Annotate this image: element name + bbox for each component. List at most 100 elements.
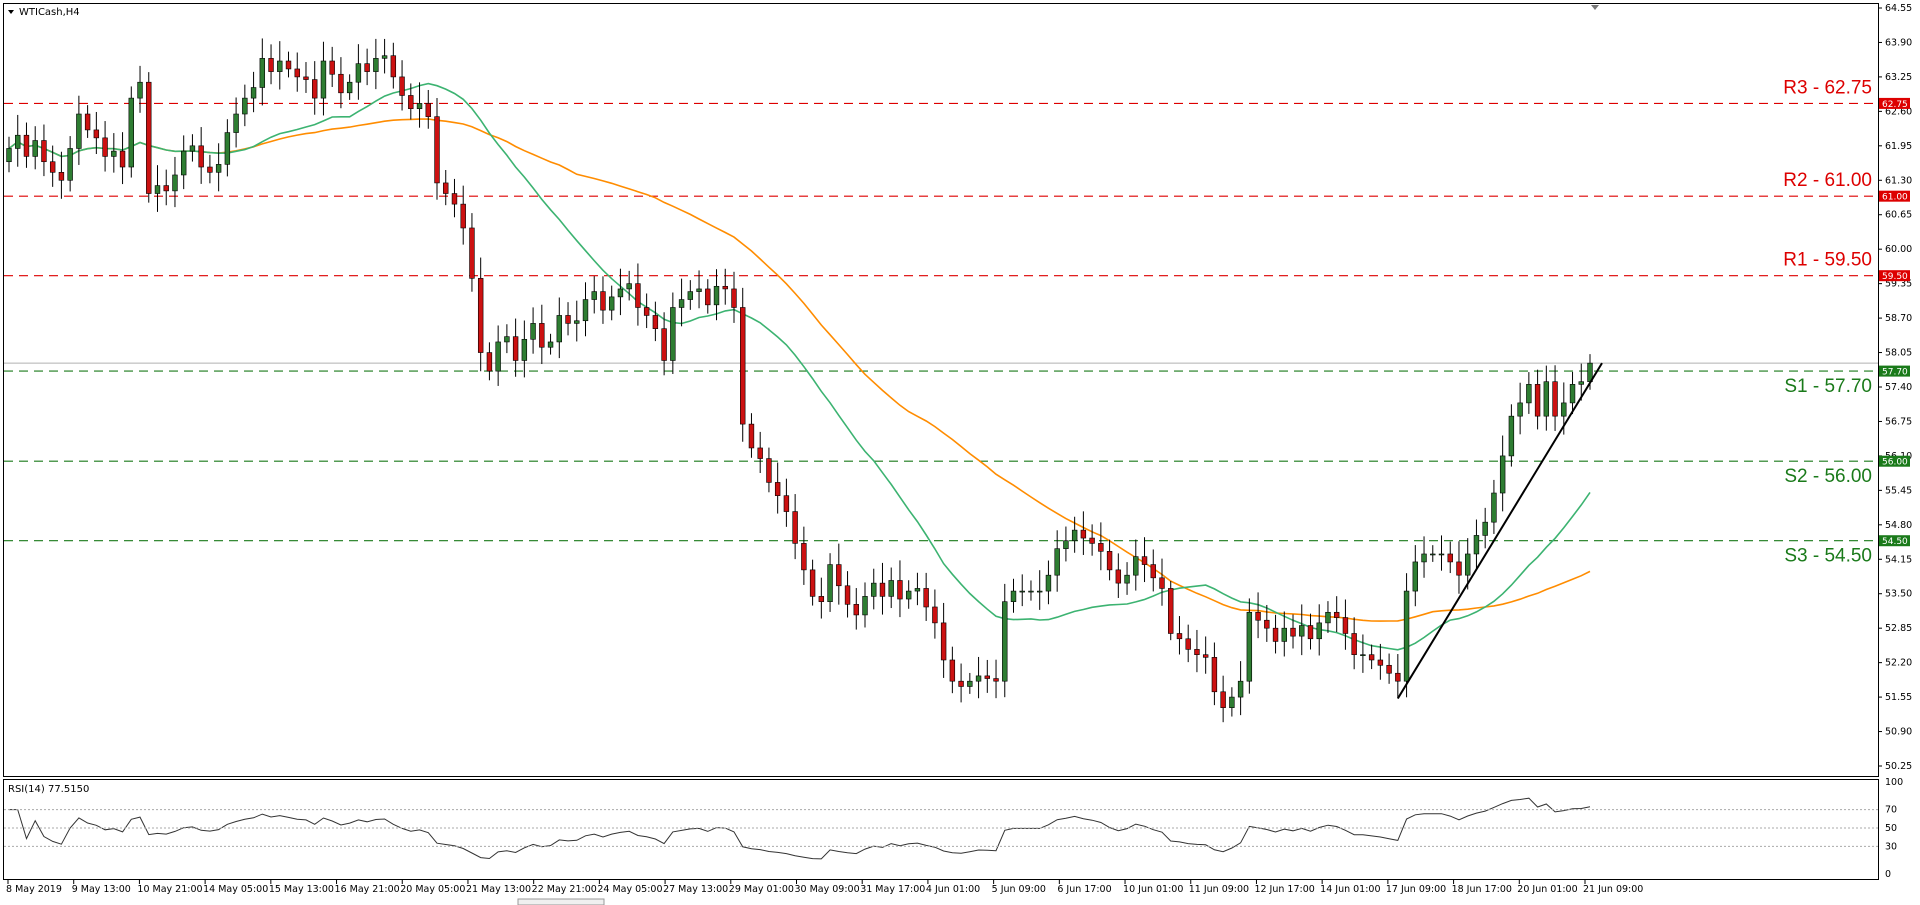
support-price-tag-text: 57.70 [1882,368,1908,378]
candle-body [1307,625,1314,640]
candle-body [303,76,309,80]
resistance-label: R2 - 61.00 [1783,170,1872,191]
candle [862,582,868,628]
candle [329,46,335,87]
candle [189,134,196,162]
trendline[interactable] [1396,362,1603,699]
time-tick-label: 20 May 05:00 [400,884,465,895]
candle [731,271,737,323]
candle-body [15,134,21,149]
candle [1456,541,1462,594]
price-tick-label: 50.90 [1885,727,1912,738]
candle [582,282,589,337]
candle-body [443,182,449,194]
candle-body [1386,664,1392,674]
candle [1080,511,1087,555]
time-tick-label: 5 Jun 09:00 [992,884,1046,895]
candle [198,127,204,184]
candle [722,268,728,305]
candle-body [355,63,362,83]
candle [1098,522,1104,571]
candle [102,121,108,172]
scrollbar-thumb[interactable] [517,898,605,905]
price-tick-label: 60.00 [1885,244,1912,255]
resistance-price-tag-text: 59.50 [1882,272,1908,282]
candle-body [1080,529,1087,539]
candle [678,278,685,327]
candle-body [460,203,466,229]
candle-body [984,675,991,679]
candle [940,602,947,678]
candle [277,41,283,90]
candle [119,132,126,185]
scroll-marker-icon[interactable] [1591,5,1599,10]
time-tick-label: 15 May 13:00 [269,884,334,895]
price-tick-label: 62.60 [1885,106,1912,117]
dropdown-arrow-icon[interactable] [8,10,14,14]
candle [1316,604,1322,656]
candle-body [1561,402,1567,417]
candle [451,178,458,218]
support-price-tag-text: 56.00 [1882,458,1908,468]
support-label: S3 - 54.50 [1784,546,1872,567]
candle [1351,617,1357,670]
price-tick-label: 63.90 [1885,37,1912,48]
candle [1552,365,1558,431]
candle-body [862,596,868,616]
candle [914,572,921,606]
candle-body [1159,577,1165,589]
candle [1447,541,1453,574]
candle-body [1150,564,1156,579]
candle [504,324,510,354]
candle [1054,530,1060,592]
candle [1430,545,1436,562]
candle [1202,636,1209,674]
candle-body [967,680,973,687]
candle [1255,592,1261,639]
candle [827,553,833,612]
candle-body [1185,638,1191,650]
candle [215,143,222,192]
time-tick-label: 16 May 21:00 [335,884,400,895]
candle-body [713,285,720,306]
candle [1124,562,1130,595]
candle-body [1202,654,1209,658]
candle-body [93,129,100,139]
candle [844,571,851,618]
candle [408,83,414,120]
price-tick-label: 57.40 [1885,382,1912,393]
candle-body [1019,590,1025,593]
candle-body [1002,601,1008,682]
candle-body [1569,384,1576,404]
candle [303,62,309,93]
candle-body [1229,696,1235,708]
time-tick-label: 8 May 2019 [6,884,62,895]
price-tick-label: 60.65 [1885,210,1912,221]
candle-body [312,79,318,99]
candle [1159,558,1165,606]
time-tick-label: 20 Jun 01:00 [1517,884,1577,895]
candle [320,41,327,116]
candle [1237,661,1244,716]
candle-body [705,288,711,306]
support-price-tag [1879,365,1910,377]
time-tick-label: 11 Jun 09:00 [1189,884,1249,895]
candle-body [512,336,519,361]
candle [984,659,991,693]
candle [1106,539,1113,581]
price-tick-label: 63.25 [1885,72,1912,83]
candle [15,114,21,167]
candle-body [1543,381,1550,417]
candle [84,105,91,138]
candle [1386,653,1392,684]
candle [250,71,257,113]
candle [975,656,982,699]
candle-body [451,193,458,205]
support-label: S1 - 57.70 [1784,376,1872,397]
candle [565,302,571,336]
candle [1543,365,1550,431]
candle-body [801,543,807,571]
candle-body [504,336,510,343]
candle-body [390,55,397,78]
